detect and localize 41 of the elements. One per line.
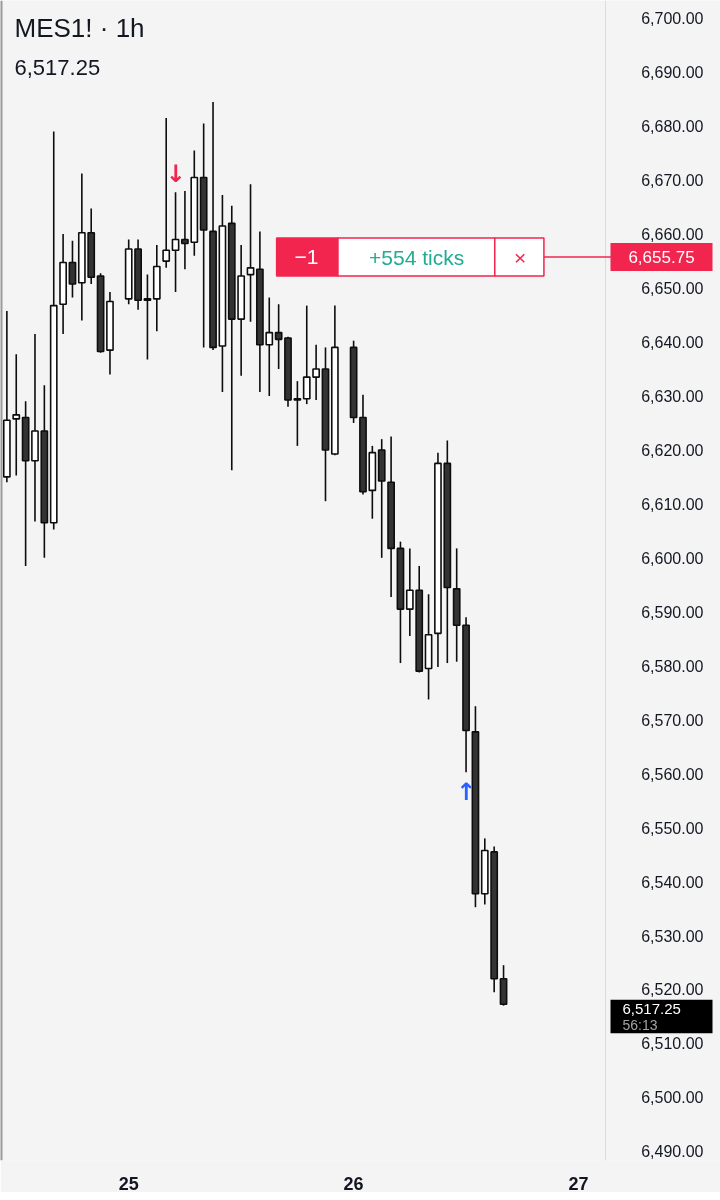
y-tick-label: 6,680.00 — [641, 118, 704, 136]
candlestick — [12, 353, 21, 477]
x-tick-label: 26 — [343, 1173, 364, 1194]
text: 6,517.25 — [14, 55, 101, 80]
y-tick-label: 6,700.00 — [641, 10, 704, 28]
x-tick-label: 27 — [568, 1173, 589, 1194]
y-tick-label: 6,650.00 — [641, 280, 704, 298]
y-tick-label: 6,690.00 — [641, 64, 704, 82]
y-tick-label: 6,490.00 — [641, 1143, 704, 1161]
y-tick-label: 6,630.00 — [641, 387, 704, 405]
annotation: −1 — [294, 245, 319, 269]
y-tick-label: 6,580.00 — [641, 657, 704, 675]
candlestick — [143, 273, 152, 361]
x-tick-label: 25 — [118, 1173, 139, 1194]
y-tick-label: 6,550.00 — [641, 819, 704, 837]
y-tick-label: 6,500.00 — [641, 1089, 704, 1107]
candlestick — [68, 240, 77, 299]
y-tick-label: 6,620.00 — [641, 441, 704, 459]
annotation: +554 ticks — [369, 245, 465, 269]
candlestick — [302, 304, 311, 405]
y-tick-label: 6,640.00 — [641, 334, 704, 352]
annotation: × — [513, 245, 527, 269]
text: 6,517.25 — [622, 999, 681, 1017]
text: MES1! · 1h — [14, 12, 145, 43]
annotation: ↓ — [165, 160, 186, 189]
annotation: ↑ — [456, 778, 477, 807]
candlestick — [312, 343, 321, 401]
y-tick-label: 6,610.00 — [641, 495, 704, 513]
y-tick-label: 6,570.00 — [641, 711, 704, 729]
y-tick-label: 6,590.00 — [641, 603, 704, 621]
y-tick-label: 6,520.00 — [641, 981, 704, 999]
ref-line-label: 6,655.75 — [628, 248, 695, 268]
text: 56:13 — [622, 1017, 658, 1034]
y-tick-label: 6,660.00 — [641, 226, 704, 244]
y-tick-label: 6,560.00 — [641, 765, 704, 783]
y-tick-label: 6,510.00 — [641, 1035, 704, 1053]
y-tick-label: 6,670.00 — [641, 172, 704, 190]
candlestick — [162, 117, 171, 269]
y-tick-label: 6,530.00 — [641, 927, 704, 945]
y-tick-label: 6,600.00 — [641, 549, 704, 567]
y-tick-label: 6,540.00 — [641, 873, 704, 891]
